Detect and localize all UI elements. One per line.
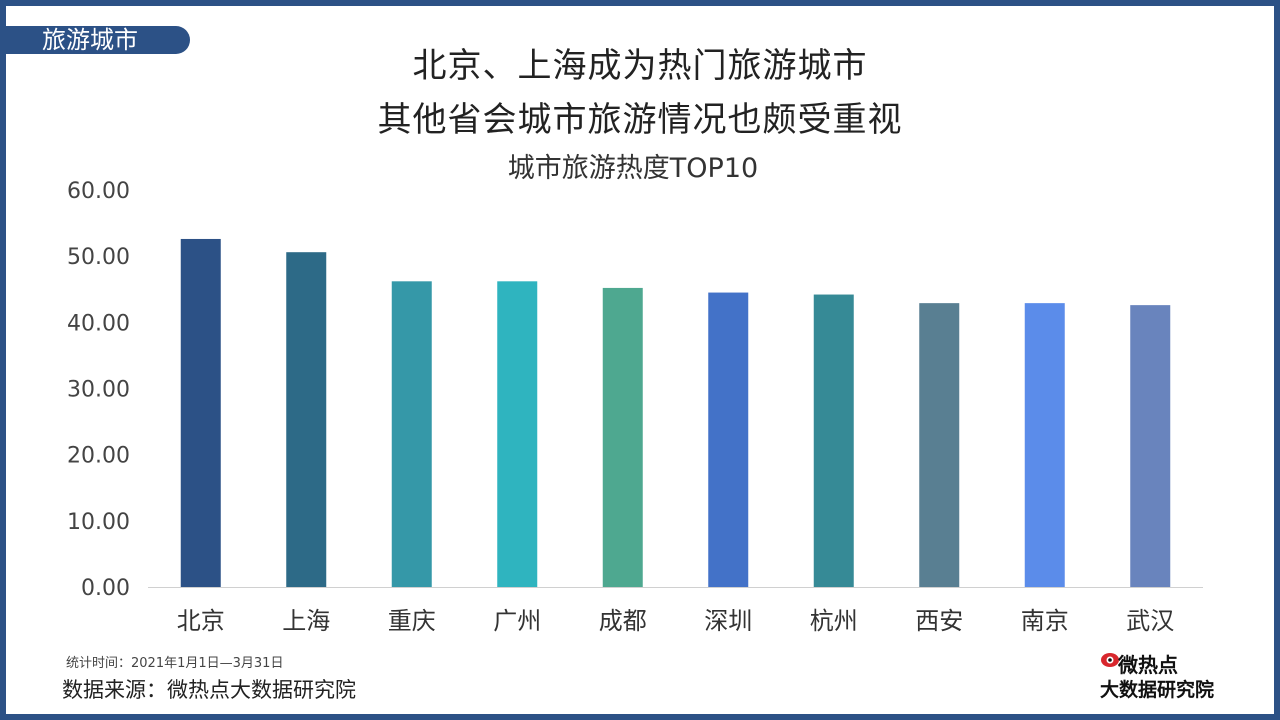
chart-title: 城市旅游热度TOP10	[508, 153, 758, 184]
bar-0	[180, 238, 221, 588]
y-tick-label: 40.00	[67, 311, 130, 336]
x-tick-label: 南京	[1021, 607, 1069, 635]
y-axis: 0.00 10.00 20.00 30.00 40.00 50.00 60.00	[67, 179, 130, 601]
bars	[180, 238, 1171, 588]
y-tick-label: 0.00	[81, 576, 130, 601]
bar-1	[286, 252, 327, 588]
logo-eye-icon	[1101, 653, 1119, 667]
stat-period: 统计时间：2021年1月1日—3月31日	[66, 656, 284, 671]
bar-3	[497, 281, 538, 587]
y-tick-label: 10.00	[67, 510, 130, 535]
y-tick-label: 60.00	[67, 179, 130, 204]
bar-2	[391, 281, 432, 587]
bar-7	[919, 303, 960, 587]
x-tick-label: 重庆	[388, 607, 436, 635]
headline-line-1: 北京、上海成为热门旅游城市	[412, 46, 868, 86]
x-tick-label: 深圳	[704, 607, 752, 635]
x-tick-label: 成都	[599, 607, 647, 635]
y-tick-label: 20.00	[67, 444, 130, 469]
bar-9	[1130, 305, 1171, 587]
data-source: 数据来源：微热点大数据研究院	[62, 678, 356, 702]
logo-text-bottom: 大数据研究院	[1100, 679, 1215, 701]
bar-8	[1024, 303, 1065, 587]
x-axis: 北京 上海 重庆 广州 成都 深圳 杭州 西安 南京 武汉	[148, 587, 1203, 635]
bar-6	[813, 294, 854, 587]
section-tag: 旅游城市	[6, 26, 190, 54]
y-tick-label: 30.00	[67, 378, 130, 403]
x-tick-label: 西安	[915, 607, 963, 635]
weiredian-logo: 微热点 大数据研究院	[1100, 647, 1240, 701]
x-tick-label: 武汉	[1126, 607, 1174, 635]
x-tick-label: 上海	[282, 607, 330, 635]
bar-5	[708, 292, 749, 587]
headline-line-2: 其他省会城市旅游情况也颇受重视	[377, 100, 903, 140]
x-tick-label: 广州	[493, 607, 541, 635]
y-tick-label: 50.00	[67, 245, 130, 270]
logo-text-top: 微热点	[1118, 653, 1178, 677]
x-tick-label: 杭州	[810, 607, 858, 635]
bar-4	[602, 287, 643, 587]
x-tick-label: 北京	[177, 607, 225, 635]
